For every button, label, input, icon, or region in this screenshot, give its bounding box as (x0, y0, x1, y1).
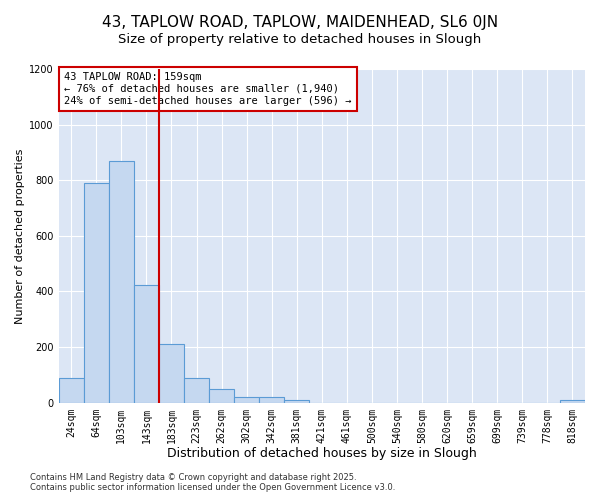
Bar (560, 400, 585, 402)
Bar (284, 400, 309, 402)
Text: 43 TAPLOW ROAD: 159sqm
← 76% of detached houses are smaller (1,940)
24% of semi-: 43 TAPLOW ROAD: 159sqm ← 76% of detached… (64, 72, 352, 106)
Bar (209, 389, 234, 402)
Bar (184, 378, 209, 402)
X-axis label: Distribution of detached houses by size in Slough: Distribution of detached houses by size … (167, 447, 477, 460)
Bar (109, 161, 134, 402)
Bar (234, 397, 259, 402)
Bar (134, 284, 159, 403)
Text: Contains HM Land Registry data © Crown copyright and database right 2025.
Contai: Contains HM Land Registry data © Crown c… (30, 473, 395, 492)
Bar (259, 397, 284, 402)
Bar (159, 344, 184, 403)
Bar (84, 183, 109, 402)
Bar (59, 378, 84, 402)
Text: 43, TAPLOW ROAD, TAPLOW, MAIDENHEAD, SL6 0JN: 43, TAPLOW ROAD, TAPLOW, MAIDENHEAD, SL6… (102, 15, 498, 30)
Y-axis label: Number of detached properties: Number of detached properties (15, 148, 25, 324)
Text: Size of property relative to detached houses in Slough: Size of property relative to detached ho… (118, 32, 482, 46)
